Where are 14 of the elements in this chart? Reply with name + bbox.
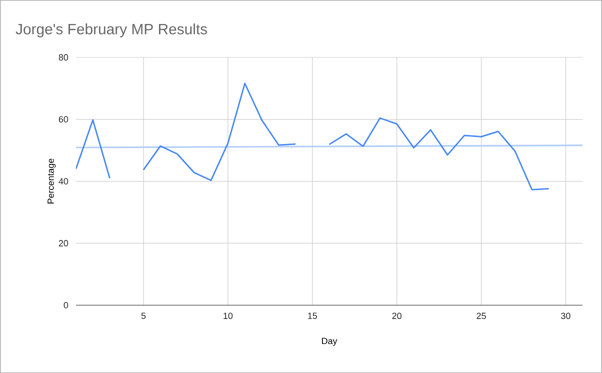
x-tick-label: 25: [476, 312, 486, 319]
x-tick-label: 10: [224, 312, 233, 319]
y-axis-title: Percentage: [48, 158, 56, 204]
y-tick-label: 20: [58, 240, 68, 246]
y-tick-label: 60: [58, 116, 68, 122]
y-tick-label: 40: [58, 178, 68, 184]
y-tick-label: 80: [58, 54, 68, 60]
x-tick-label: 20: [392, 312, 402, 319]
x-tick-label: 5: [141, 312, 146, 319]
y-tick-label: 0: [64, 302, 68, 308]
x-axis-title: Day: [322, 338, 338, 346]
chart-title: Jorge's February MP Results: [16, 23, 208, 38]
x-tick-label: 30: [561, 312, 570, 319]
x-tick-label: 15: [308, 312, 317, 319]
